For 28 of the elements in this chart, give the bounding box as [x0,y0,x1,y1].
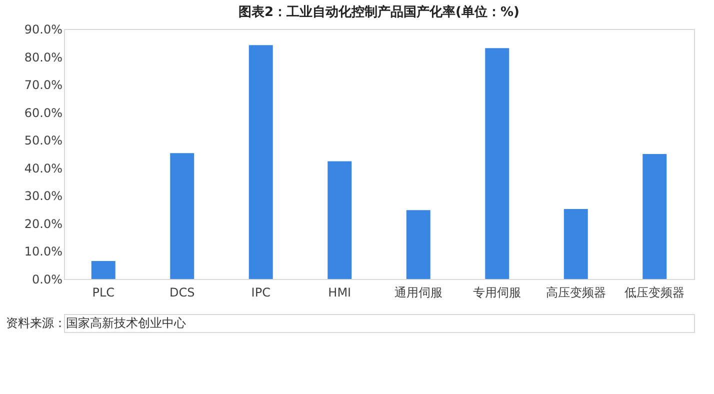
y-tick-label: 80.0% [24,50,62,64]
y-tick-label: 20.0% [24,216,62,231]
y-tick-label: 70.0% [24,78,62,92]
bar [170,153,194,279]
x-tick-label: 高压变频器 [546,286,606,300]
bar [406,210,430,279]
bar [248,45,273,279]
y-tick-label: 30.0% [24,189,62,204]
y-tick-label: 0.0% [32,272,62,286]
x-tick-label: 专用伺服 [473,286,522,300]
x-tick-label: HMI [328,286,352,300]
y-tick-label: 60.0% [24,106,62,120]
bar [564,209,588,279]
x-tick-label: IPC [251,286,270,300]
y-tick-label: 10.0% [24,244,62,259]
bar [328,161,352,279]
text: 资料来源：国家高新技术创业中心 [6,316,186,330]
y-tick-label: 40.0% [24,161,62,176]
x-tick-label: 通用伺服 [394,286,442,300]
bar [642,154,667,279]
y-tick-label: 90.0% [24,22,62,36]
x-tick-label: DCS [170,286,195,300]
bar [485,48,510,279]
x-tick-label: PLC [92,286,115,300]
y-tick-label: 50.0% [24,134,62,148]
chart-title: 图表2：工业自动化控制产品国产化率(单位：%) [238,4,520,20]
x-tick-label: 低压变频器 [624,286,685,300]
bar [91,260,116,279]
